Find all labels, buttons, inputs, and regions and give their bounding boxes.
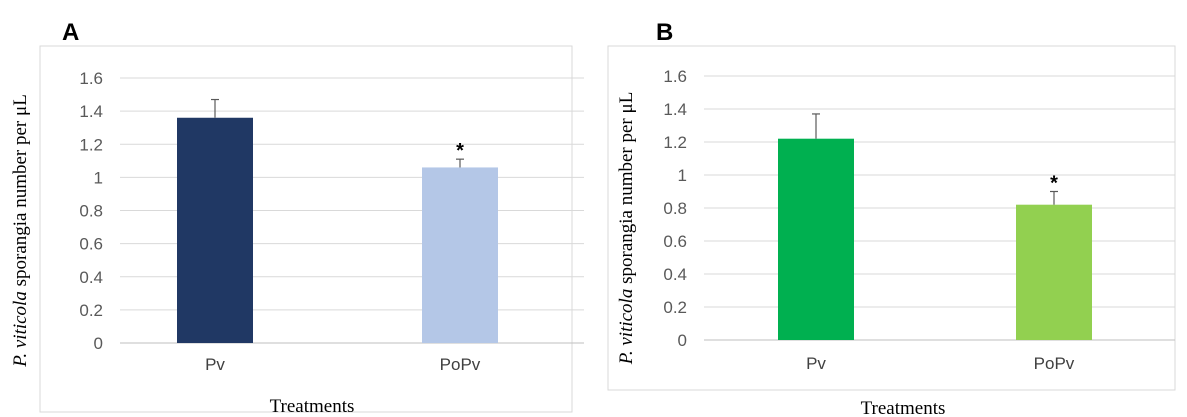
y-tick-label: 0 [94, 334, 103, 353]
chart-panel-b: B 0 0.2 0.4 0.6 0.8 1 1.2 1.4 1.6 Pv * PoPv P. vitico… [607, 19, 1176, 417]
panel-letter: B [656, 19, 673, 46]
y-tick-label: 0 [678, 331, 687, 350]
y-tick-label: 1.4 [79, 102, 103, 121]
y-tick-label: 1.2 [79, 135, 103, 154]
panel-letter: A [62, 19, 79, 46]
y-axis-title: P. viticola sporangia number per μL [616, 92, 637, 366]
x-tick-label: PoPv [1034, 354, 1075, 373]
bar-popv [1016, 204, 1092, 340]
bar-pv [778, 138, 854, 340]
x-axis-title: Treatments [861, 398, 946, 417]
y-tick-label: 0.8 [79, 202, 103, 221]
x-axis-title: Treatments [270, 396, 355, 417]
y-tick-label: 0.2 [79, 301, 103, 320]
y-tick-label: 1 [94, 168, 103, 187]
y-tick-label: 1.6 [79, 69, 103, 88]
y-tick-label: 1.6 [663, 67, 687, 86]
y-tick-label: 0.8 [663, 199, 687, 218]
x-tick-label: PoPv [440, 355, 481, 374]
chart-panel-a: A 0 0.2 0.4 0.6 0.8 1 1.2 1.4 1.6 Pv * PoPv P. vitico… [10, 19, 584, 417]
y-axis-title: P. viticola sporangia number per μL [10, 94, 31, 368]
chart-area-border [607, 45, 1176, 391]
bar-popv [422, 167, 498, 343]
y-tick-label: 1 [678, 166, 687, 185]
y-tick-label: 0.4 [79, 268, 103, 287]
y-tick-label: 0.2 [663, 298, 687, 317]
x-tick-label: Pv [806, 354, 826, 373]
y-tick-label: 0.6 [663, 232, 687, 251]
bar-pv [177, 117, 253, 343]
significance-marker: * [1050, 173, 1058, 195]
significance-marker: * [456, 140, 464, 162]
y-tick-label: 0.4 [663, 265, 687, 284]
y-tick-label: 1.4 [663, 100, 687, 119]
y-tick-label: 1.2 [663, 133, 687, 152]
chart-area-border [39, 45, 573, 413]
y-tick-label: 0.6 [79, 235, 103, 254]
x-tick-label: Pv [205, 355, 225, 374]
